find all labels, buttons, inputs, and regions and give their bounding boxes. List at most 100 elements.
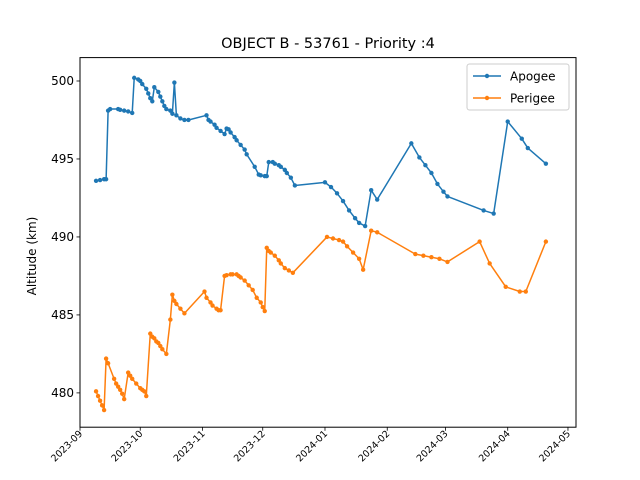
perigee-point <box>374 230 380 235</box>
apogee-point <box>150 99 155 104</box>
perigee-point <box>324 234 330 240</box>
perigee-point <box>445 259 450 265</box>
perigee-point <box>113 381 119 386</box>
apogee-point <box>97 177 103 183</box>
apogee-point <box>441 189 446 194</box>
perigee-point <box>421 253 426 258</box>
y-tick-label: 495 <box>51 152 74 166</box>
apogee-point <box>125 109 131 114</box>
x-tick-label: 2023-09 <box>49 429 85 465</box>
chart-title: OBJECT B - 53761 - Priority :4 <box>221 36 435 52</box>
perigee-point <box>115 384 121 389</box>
apogee-point <box>144 86 149 91</box>
apogee-point <box>146 91 151 96</box>
perigee-point <box>413 251 418 257</box>
perigee-point <box>144 393 149 399</box>
apogee-point <box>266 159 271 165</box>
apogee-point <box>368 187 374 193</box>
legend-perigee-label: Perigee <box>510 91 555 105</box>
apogee-point <box>284 170 290 176</box>
perigee-point <box>93 389 99 394</box>
perigee-point <box>111 376 117 382</box>
apogee-point <box>172 80 177 85</box>
perigee-point <box>360 267 366 272</box>
perigee-point <box>204 295 209 300</box>
perigee-point <box>344 244 350 249</box>
apogee-point <box>238 142 243 148</box>
perigee-point <box>250 287 255 293</box>
perigee-point <box>164 351 169 357</box>
apogee-point <box>519 136 524 141</box>
perigee-point <box>105 361 111 366</box>
perigee-point <box>523 289 528 294</box>
y-tick-label: 480 <box>51 386 74 400</box>
apogee-point <box>170 111 175 116</box>
apogee-point <box>282 167 288 173</box>
perigee-point <box>368 228 374 233</box>
perigee-point <box>262 308 267 314</box>
apogee-point <box>148 95 153 101</box>
x-tick-label: 2023-12 <box>232 429 268 465</box>
apogee-point <box>107 106 113 112</box>
apogee-point <box>356 220 362 226</box>
perigee-point <box>330 236 336 241</box>
perigee-point <box>350 250 356 255</box>
plot-frame <box>79 57 577 428</box>
perigee-point <box>230 272 235 277</box>
apogee-point <box>244 152 249 157</box>
apogee-point <box>140 81 145 87</box>
perigee-point <box>158 343 163 349</box>
perigee-point <box>258 300 263 305</box>
apogee-point <box>182 117 187 123</box>
perigee-point <box>130 376 135 382</box>
perigee-point <box>210 303 215 308</box>
apogee-point <box>481 208 486 213</box>
apogee-point <box>288 175 294 180</box>
y-tick-label: 490 <box>51 230 74 244</box>
perigee-point <box>99 403 105 408</box>
legend: Apogee Perigee <box>466 63 570 111</box>
plot-area <box>93 75 549 413</box>
apogee-point <box>212 122 217 127</box>
perigee-point <box>208 300 213 305</box>
perigee-point <box>202 289 207 294</box>
apogee-point <box>491 211 496 216</box>
apogee-point <box>429 170 434 176</box>
apogee-point <box>352 216 358 221</box>
perigee-point <box>286 268 292 273</box>
apogee-point <box>103 177 109 182</box>
perigee-point <box>128 373 133 378</box>
perigee-point <box>242 278 247 283</box>
apogee-point <box>543 161 549 166</box>
perigee-point <box>272 253 277 258</box>
perigee-point <box>218 308 223 313</box>
y-axis-label: Altitude (km) <box>25 217 39 296</box>
apogee-point <box>278 164 284 169</box>
apogee-point <box>435 181 440 187</box>
apogee-point <box>264 173 269 179</box>
apogee-point <box>117 107 123 113</box>
perigee-point <box>340 239 346 244</box>
legend-perigee-marker <box>484 95 490 101</box>
x-tick-label: 2024-01 <box>294 429 330 465</box>
perigee-point <box>517 289 522 294</box>
legend-apogee-label: Apogee <box>510 69 556 83</box>
perigee-point <box>156 340 161 346</box>
apogee-point <box>525 145 531 151</box>
apogee-point <box>130 110 135 116</box>
x-tick-label: 2023-11 <box>172 429 208 465</box>
perigee-point <box>101 407 107 413</box>
apogee-point <box>132 75 137 81</box>
x-tick-label: 2024-05 <box>537 429 573 465</box>
perigee-point <box>172 298 177 304</box>
perigee-point <box>182 311 187 316</box>
x-tick-label: 2024-04 <box>477 429 513 465</box>
apogee-point <box>162 103 167 109</box>
perigee-point <box>97 398 103 403</box>
perigee-point <box>224 272 229 278</box>
perigee-point <box>268 250 273 255</box>
apogee-point <box>174 113 179 118</box>
apogee-point <box>214 125 219 130</box>
apogee-point <box>374 197 380 202</box>
apogee-point <box>242 147 247 152</box>
